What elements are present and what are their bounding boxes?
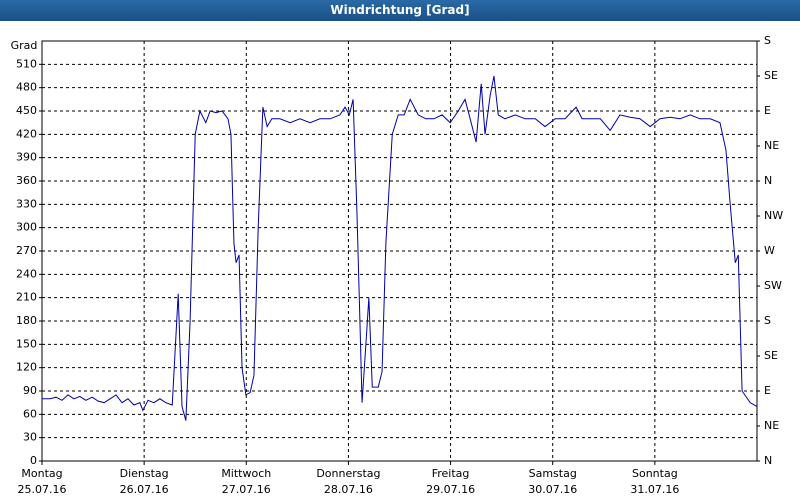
y-tick-label: 480	[16, 81, 37, 94]
y2-tick-label: S	[764, 34, 771, 47]
chart: Grad 0 30 60 90 120 150 180 210 240 270 300 330 360 3…	[11, 34, 784, 496]
x-tick-label: Sonntag 31.07.16	[630, 467, 679, 496]
x-tick-label: Samstag 30.07.16	[528, 467, 577, 496]
y-tick-label: 210	[16, 291, 37, 304]
y2-tick-label: NE	[764, 139, 779, 152]
y-tick-label: 30	[23, 431, 37, 444]
x-tick-label: Mittwoch 27.07.16	[221, 467, 271, 496]
y2-tick-label: W	[764, 244, 775, 257]
y2-tick-label: N	[764, 174, 772, 187]
y-tick-label: 180	[16, 314, 37, 327]
y2-tick-label: SE	[764, 69, 778, 82]
y-tick-label: 90	[23, 384, 37, 397]
y-tick-label: 60	[23, 407, 37, 420]
y2-tick-label: N	[764, 454, 772, 467]
y2-tick-label: NE	[764, 419, 779, 432]
data-line	[42, 75, 758, 421]
y-tick-label: 510	[16, 57, 37, 70]
y2-tick-label: S	[764, 314, 771, 327]
x-tick-label: Freitag 29.07.16	[426, 467, 475, 496]
y-axis-label: Grad	[11, 39, 38, 52]
y-tick-label: 0	[30, 454, 37, 467]
y-tick-label: 300	[16, 221, 37, 234]
y2-tick-label: E	[764, 104, 771, 117]
x-tick-label: Montag 25.07.16	[18, 467, 67, 496]
y-tick-label: 270	[16, 244, 37, 257]
x-tick-label: Donnerstag 28.07.16	[316, 467, 380, 496]
y-tick-label: 420	[16, 127, 37, 140]
y-tick-label: 450	[16, 104, 37, 117]
chart-title: Windrichtung [Grad]	[330, 3, 470, 17]
y2-tick-label: SW	[764, 279, 782, 292]
y-tick-label: 150	[16, 337, 37, 350]
y2-tick-label: SE	[764, 349, 778, 362]
y-tick-label: 360	[16, 174, 37, 187]
x-tick-label: Dienstag 26.07.16	[120, 467, 169, 496]
y-tick-label: 120	[16, 361, 37, 374]
y-tick-label: 390	[16, 151, 37, 164]
title-bar: Windrichtung [Grad]	[0, 0, 800, 21]
y2-tick-label: NW	[764, 209, 783, 222]
y-tick-label: 240	[16, 267, 37, 280]
y-tick-label: 330	[16, 197, 37, 210]
y2-tick-label: E	[764, 384, 771, 397]
